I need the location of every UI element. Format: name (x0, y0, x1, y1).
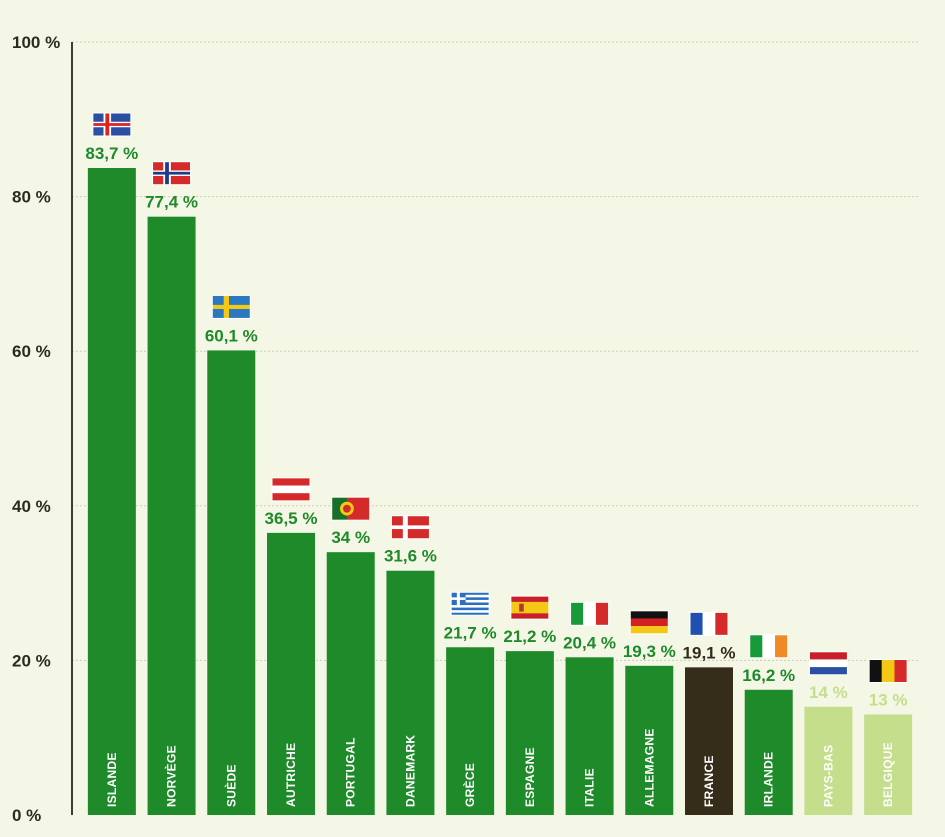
category-label: ITALIE (583, 768, 597, 807)
belgium-flag (868, 659, 908, 684)
y-tick-label: 40 % (12, 497, 51, 516)
y-tick-label: 80 % (12, 188, 51, 207)
bar-group: 20,4 % ITALIE (563, 601, 616, 815)
denmark-flag (390, 515, 430, 540)
y-tick-label: 60 % (12, 342, 51, 361)
netherlands-flag (808, 651, 848, 676)
greece-flag (450, 591, 490, 616)
iceland-flag (92, 112, 132, 137)
bar-group: 21,7 % GRÈCE (444, 591, 497, 815)
value-label: 16,2 % (742, 666, 795, 685)
france-flag (689, 611, 729, 636)
bar-group: 36,5 % AUTRICHE (265, 477, 318, 815)
category-label: IRLANDE (762, 752, 776, 807)
bar (744, 689, 793, 815)
category-label: SUÈDE (223, 764, 238, 807)
value-label: 31,6 % (384, 547, 437, 566)
category-label: FRANCE (702, 755, 716, 807)
value-label: 83,7 % (85, 144, 138, 163)
value-label: 13 % (869, 691, 908, 710)
bar-group: 83,7 % ISLANDE (85, 112, 138, 815)
ireland-flag (749, 634, 789, 659)
bar-group: 34 % PORTUGAL (326, 496, 375, 815)
category-label: GRÈCE (462, 763, 477, 807)
bar-group: 77,4 % NORVÈGE (145, 161, 198, 815)
bar (326, 552, 375, 815)
value-label: 21,2 % (503, 627, 556, 646)
bar (864, 714, 913, 815)
bar (565, 657, 614, 815)
value-label: 20,4 % (563, 633, 616, 652)
y-tick-label: 100 % (12, 33, 60, 52)
bar-group: 14 % PAYS-BAS (804, 651, 853, 815)
category-label: AUTRICHE (284, 743, 298, 807)
sweden-flag (211, 294, 251, 319)
bar (386, 570, 435, 815)
category-label: ISLANDE (105, 752, 119, 807)
value-label: 21,7 % (444, 623, 497, 642)
category-label: ALLEMAGNE (642, 728, 656, 807)
category-label: BELGIQUE (881, 742, 895, 807)
category-label: PAYS-BAS (821, 745, 835, 807)
y-tick-label: 0 % (12, 806, 41, 825)
y-axis-ticks: 0 % 20 % 40 % 60 % 80 % 100 % (12, 33, 60, 825)
bar (804, 706, 853, 815)
bar (446, 647, 495, 815)
bar-group: 60,1 % SUÈDE (205, 294, 258, 815)
bar (207, 350, 256, 815)
y-tick-label: 20 % (12, 651, 51, 670)
value-label: 19,3 % (623, 642, 676, 661)
bar-group: 19,1 % FRANCE (683, 611, 736, 815)
category-label: DANEMARK (403, 735, 417, 807)
value-label: 60,1 % (205, 326, 258, 345)
austria-flag (271, 477, 311, 502)
bar (625, 665, 674, 815)
bars: 83,7 % ISLANDE 77,4 % NORVÈGE 60,1 % SUÈDE 36,… (85, 112, 913, 815)
bar (267, 532, 315, 815)
category-label: NORVÈGE (164, 745, 179, 807)
spain-flag (510, 595, 550, 620)
value-label: 14 % (809, 683, 848, 702)
bar-group: 13 % BELGIQUE (864, 659, 913, 815)
bar-group: 21,2 % ESPAGNE (503, 595, 556, 815)
bar (685, 667, 733, 815)
norway-flag (152, 161, 192, 186)
portugal-flag (331, 496, 371, 521)
gridlines (72, 41, 918, 661)
italy-flag (570, 601, 610, 626)
value-label: 19,1 % (683, 643, 736, 662)
bar-group: 19,3 % ALLEMAGNE (623, 610, 676, 815)
bar-group: 31,6 % DANEMARK (384, 515, 437, 815)
category-label: PORTUGAL (344, 737, 358, 807)
bar (147, 216, 196, 815)
bar (505, 651, 554, 815)
value-label: 77,4 % (145, 193, 198, 212)
bar-group: 16,2 % IRLANDE (742, 634, 795, 815)
category-label: ESPAGNE (523, 747, 537, 807)
bar (87, 167, 136, 815)
value-label: 36,5 % (265, 509, 318, 528)
value-label: 34 % (331, 528, 370, 547)
germany-flag (629, 610, 669, 635)
